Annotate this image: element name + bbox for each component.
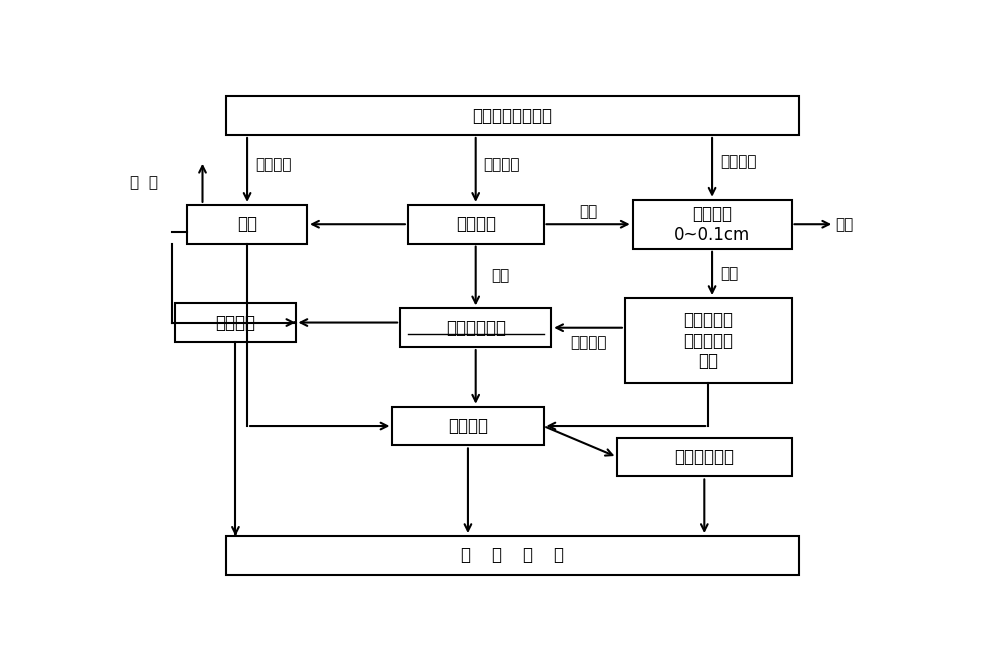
Bar [392, 407, 544, 446]
Text: 入渗: 入渗 [720, 266, 738, 281]
Bar [633, 200, 792, 249]
Text: 人    体    食    入: 人 体 食 入 [461, 546, 564, 564]
Bar [187, 205, 307, 244]
Text: 风化: 风化 [835, 217, 853, 232]
Text: 风  化: 风 化 [130, 175, 158, 191]
Bar [226, 536, 799, 575]
Bar [175, 303, 296, 342]
Text: 干湿沉积: 干湿沉积 [720, 155, 756, 169]
Text: 干湿沉积: 干湿沉积 [255, 157, 291, 172]
Text: 易位: 易位 [491, 269, 509, 284]
Text: 空气中污染物浓度: 空气中污染物浓度 [473, 107, 552, 124]
Text: 牧草: 牧草 [237, 215, 257, 233]
Bar [617, 437, 792, 476]
Text: 根部吸收: 根部吸收 [570, 335, 606, 349]
Bar [226, 96, 799, 135]
Text: 动物产品: 动物产品 [448, 417, 488, 435]
Text: 植物表面: 植物表面 [456, 215, 496, 233]
Text: 核素在非饱
和土壤中的
迁移: 核素在非饱 和土壤中的 迁移 [683, 311, 733, 370]
Text: 动物产品加工: 动物产品加工 [674, 448, 734, 466]
Text: 干湿沉积: 干湿沉积 [483, 157, 520, 172]
Text: 食品加工: 食品加工 [215, 314, 255, 331]
Bar [400, 308, 551, 347]
Bar [408, 205, 544, 244]
Text: 风化: 风化 [579, 204, 597, 219]
Text: 土壤表层
0~0.1cm: 土壤表层 0~0.1cm [674, 205, 750, 244]
Text: 植物可食部分: 植物可食部分 [446, 319, 506, 337]
Bar [625, 298, 792, 383]
